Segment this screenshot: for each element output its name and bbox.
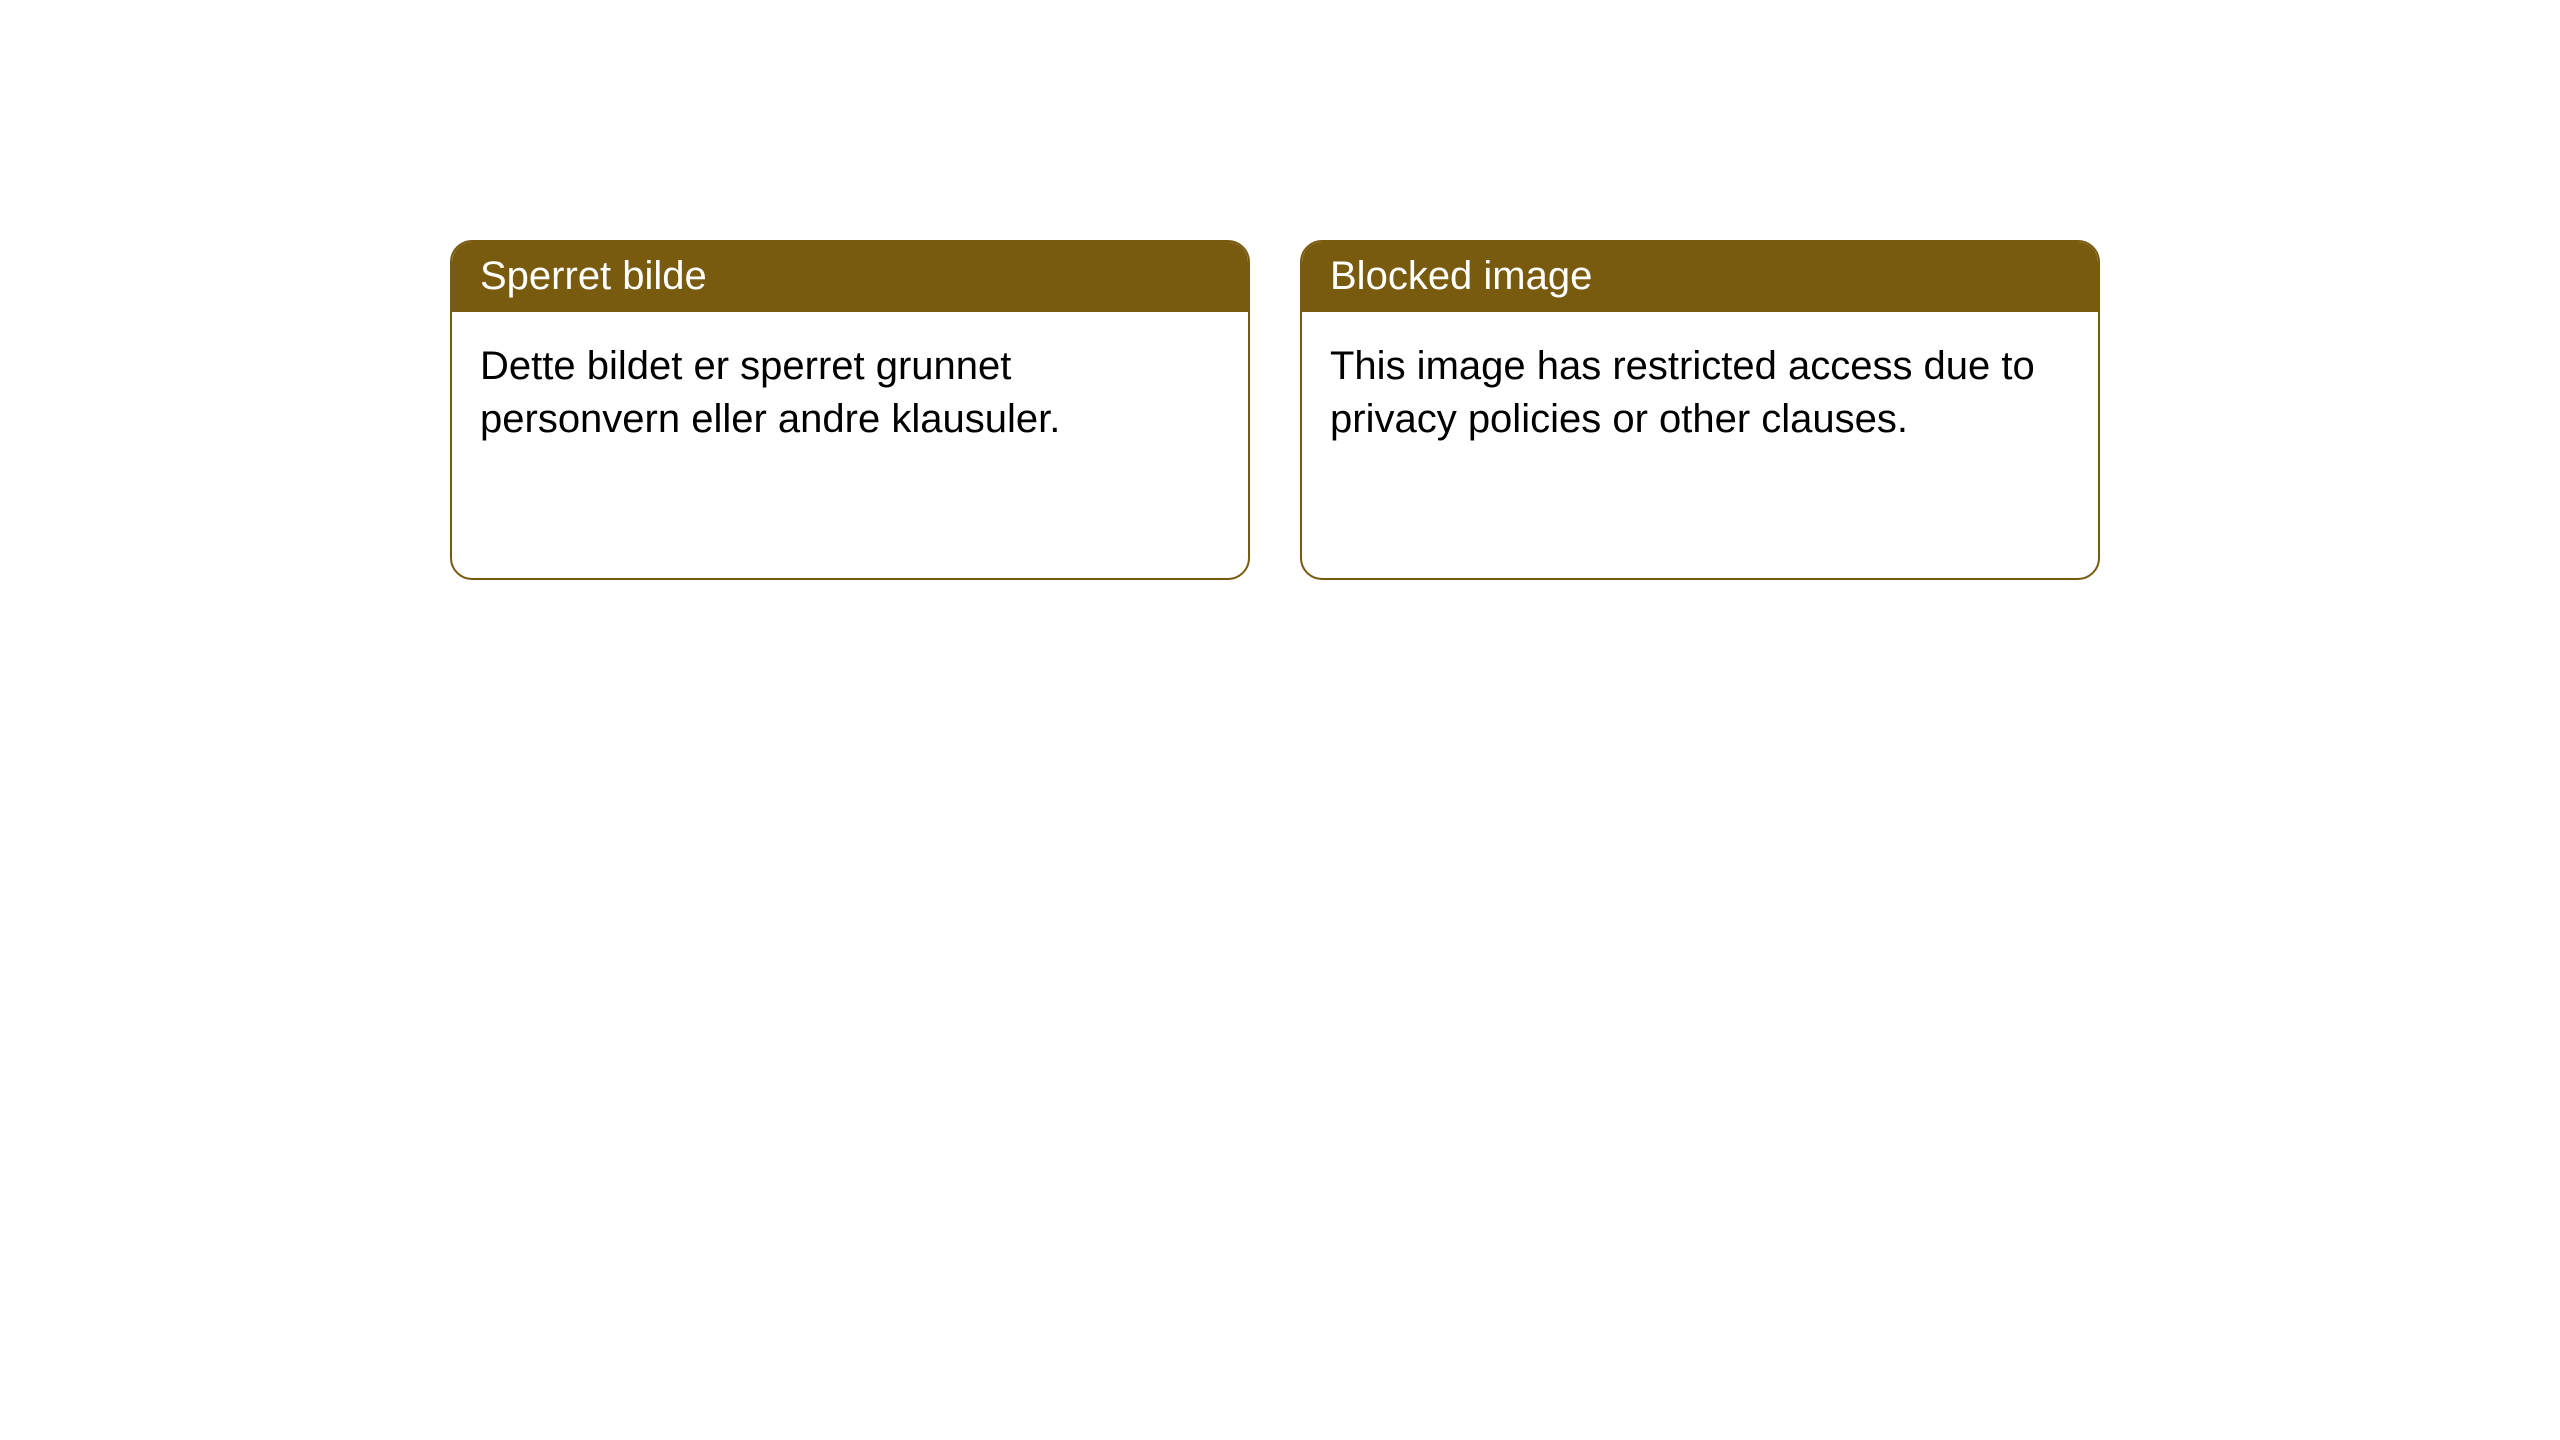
notice-title-en: Blocked image (1302, 242, 2098, 312)
notice-card-no: Sperret bilde Dette bildet er sperret gr… (450, 240, 1250, 580)
notice-title-no: Sperret bilde (452, 242, 1248, 312)
notice-card-en: Blocked image This image has restricted … (1300, 240, 2100, 580)
notice-body-en: This image has restricted access due to … (1302, 312, 2098, 446)
notice-container: Sperret bilde Dette bildet er sperret gr… (0, 0, 2560, 580)
notice-body-no: Dette bildet er sperret grunnet personve… (452, 312, 1248, 446)
